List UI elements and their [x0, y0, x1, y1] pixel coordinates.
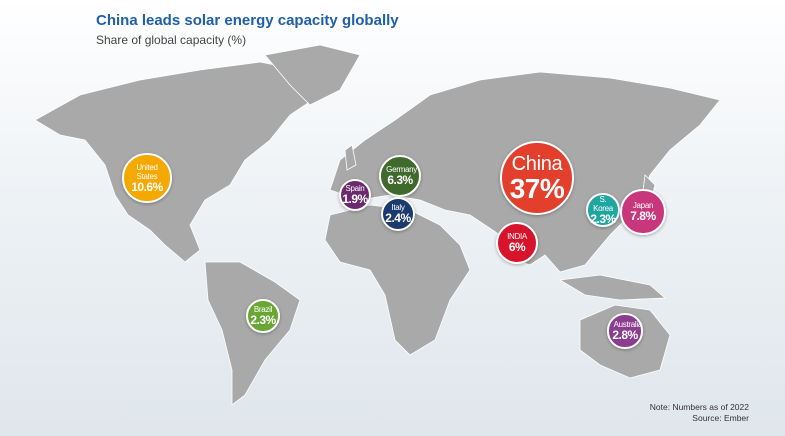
bubble: Australia 2.8%: [607, 313, 643, 349]
country-label: Germany: [386, 165, 417, 175]
country-label: China: [511, 152, 563, 175]
value-label: 10.6%: [131, 179, 163, 194]
value-label: 6%: [508, 240, 526, 255]
bubble: INDIA 6%: [495, 221, 538, 264]
source: Source: Ember: [692, 413, 749, 423]
country-label: Spain: [345, 184, 365, 194]
value-label: 2.3%: [590, 212, 616, 226]
southeast-asia: [558, 274, 667, 301]
africa: [324, 204, 471, 356]
value-label: 2.3%: [250, 313, 276, 328]
north-america: [34, 61, 321, 263]
south-america: [204, 261, 301, 406]
note: Note: Numbers as of 2022: [649, 402, 749, 412]
bubble: Brazil 2.3%: [246, 299, 280, 333]
country-label: INDIA: [507, 232, 527, 242]
title: China leads solar energy capacity global…: [96, 12, 399, 29]
bubble: China 37%: [499, 140, 575, 216]
country-label: S. Korea: [593, 195, 613, 213]
country-label: Japan: [632, 201, 654, 211]
value-label: 37%: [509, 172, 565, 204]
country-label: Australia: [613, 320, 643, 330]
bubble: S. Korea 2.3%: [586, 193, 620, 227]
value-label: 2.4%: [385, 211, 411, 226]
subtitle: Share of global capacity (%): [96, 33, 247, 47]
uk: [344, 144, 357, 171]
bubble: Spain 1.9%: [338, 178, 372, 212]
greenland: [264, 44, 361, 106]
bubble: United States 10.6%: [122, 153, 172, 203]
country-label: United States: [136, 162, 158, 181]
bubble: Italy 2.4%: [381, 197, 415, 231]
value-label: 7.8%: [630, 209, 656, 224]
bubble: Germany 6.3%: [378, 154, 422, 198]
country-label: Brazil: [253, 305, 273, 315]
country-label: Italy: [391, 203, 405, 213]
value-label: 1.9%: [342, 192, 368, 207]
value-label: 6.3%: [387, 173, 413, 188]
value-label: 2.8%: [612, 328, 638, 343]
bubble: Japan 7.8%: [620, 189, 666, 235]
